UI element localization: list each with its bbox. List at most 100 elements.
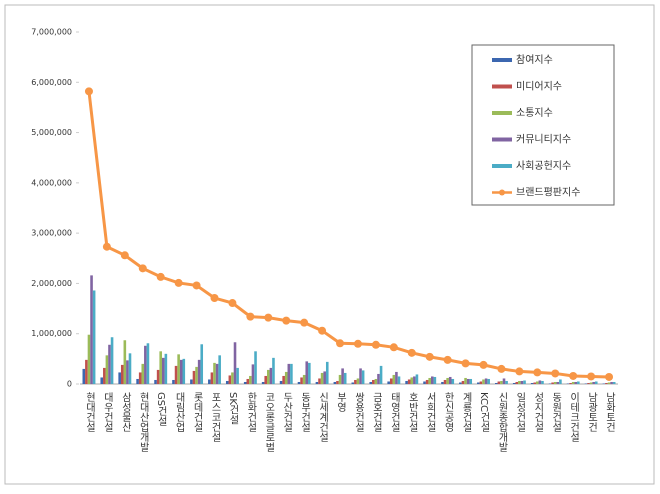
bar xyxy=(243,381,247,384)
legend-label: 미디어지수 xyxy=(516,81,562,93)
x-tick-label: 남광토건 xyxy=(586,392,598,432)
bar xyxy=(305,361,309,384)
legend-box xyxy=(471,44,615,206)
bar xyxy=(538,380,542,384)
bar xyxy=(284,371,288,384)
bar xyxy=(541,380,544,384)
bar xyxy=(551,382,554,384)
bar xyxy=(290,363,293,384)
bar xyxy=(254,351,257,384)
x-tick-label: 계룡건설 xyxy=(460,392,472,432)
bar xyxy=(174,365,178,384)
y-tick-label: 7,000,000 xyxy=(31,28,72,37)
bar xyxy=(574,381,578,384)
bar xyxy=(605,382,608,384)
line-marker xyxy=(389,343,398,352)
y-tick-label: 1,000,000 xyxy=(31,329,72,338)
line-marker xyxy=(84,87,93,96)
bar xyxy=(126,360,129,384)
legend-swatch xyxy=(492,164,512,168)
bar xyxy=(389,378,393,384)
x-tick-label: 신세계건설 xyxy=(317,392,329,442)
x-tick-label: 코오롱글로벌 xyxy=(263,392,275,452)
bar xyxy=(520,380,524,384)
bar xyxy=(451,378,455,384)
y-tick-label: 2,000,000 xyxy=(31,279,72,288)
bar xyxy=(359,368,362,384)
bar xyxy=(377,373,380,384)
x-tick-label: 대림산업 xyxy=(173,392,185,432)
bar xyxy=(302,374,306,384)
line-marker xyxy=(353,339,362,348)
bar xyxy=(415,374,419,384)
bar xyxy=(433,376,437,384)
bar xyxy=(392,374,396,384)
bar xyxy=(182,358,186,384)
line-marker xyxy=(587,372,596,381)
line-marker xyxy=(102,242,111,251)
bar xyxy=(110,337,114,384)
bar xyxy=(213,362,216,384)
line-marker xyxy=(210,294,219,303)
y-tick-label: 6,000,000 xyxy=(31,78,72,87)
bar xyxy=(594,381,598,384)
x-tick-label: KCC건설 xyxy=(478,392,490,432)
bar xyxy=(208,379,211,384)
line-marker xyxy=(533,368,542,377)
bar xyxy=(336,380,339,384)
x-tick-label: 현대건설 xyxy=(83,392,95,432)
bar xyxy=(482,379,485,384)
bar xyxy=(577,381,580,384)
bar xyxy=(571,381,575,384)
bar xyxy=(136,378,139,384)
legend-label: 사회공헌지수 xyxy=(516,160,571,172)
bar xyxy=(138,372,142,384)
bar xyxy=(103,367,106,384)
bar xyxy=(459,382,462,384)
bar xyxy=(584,383,588,384)
bar xyxy=(251,364,255,384)
bar xyxy=(105,355,109,384)
bar xyxy=(210,372,214,384)
bar xyxy=(233,342,237,384)
bar xyxy=(272,357,275,384)
bar xyxy=(425,379,429,384)
bar xyxy=(441,381,444,384)
bar xyxy=(479,381,483,384)
bar xyxy=(195,366,198,384)
bar xyxy=(120,364,124,384)
line-marker xyxy=(138,264,147,273)
line-marker xyxy=(318,326,327,335)
legend-swatch xyxy=(499,189,505,196)
bar xyxy=(602,383,606,384)
bar xyxy=(505,380,508,384)
x-tick-label: 대우건설 xyxy=(101,392,113,432)
bar xyxy=(397,376,401,384)
bar xyxy=(308,362,311,384)
bar xyxy=(200,344,204,384)
bar xyxy=(179,359,183,384)
bar xyxy=(356,378,360,384)
bar xyxy=(379,365,383,384)
bar xyxy=(197,359,201,384)
bar xyxy=(413,376,416,384)
line-marker xyxy=(264,313,273,322)
bar xyxy=(333,381,337,384)
bar xyxy=(395,371,398,384)
bar xyxy=(548,383,552,384)
bar xyxy=(231,372,234,384)
line-marker xyxy=(192,281,201,290)
bar xyxy=(464,377,467,384)
x-tick-label: 남화토건 xyxy=(604,392,616,432)
bar xyxy=(118,372,121,384)
legend-label: 소통지수 xyxy=(516,107,553,119)
x-tick-label: 한화건설 xyxy=(245,392,257,432)
bar xyxy=(461,380,465,384)
bar xyxy=(494,382,498,384)
bar xyxy=(592,381,595,384)
line-marker xyxy=(569,371,578,380)
line-marker xyxy=(497,364,506,373)
bar xyxy=(533,382,537,384)
bar xyxy=(530,382,534,384)
line-marker xyxy=(300,318,309,327)
